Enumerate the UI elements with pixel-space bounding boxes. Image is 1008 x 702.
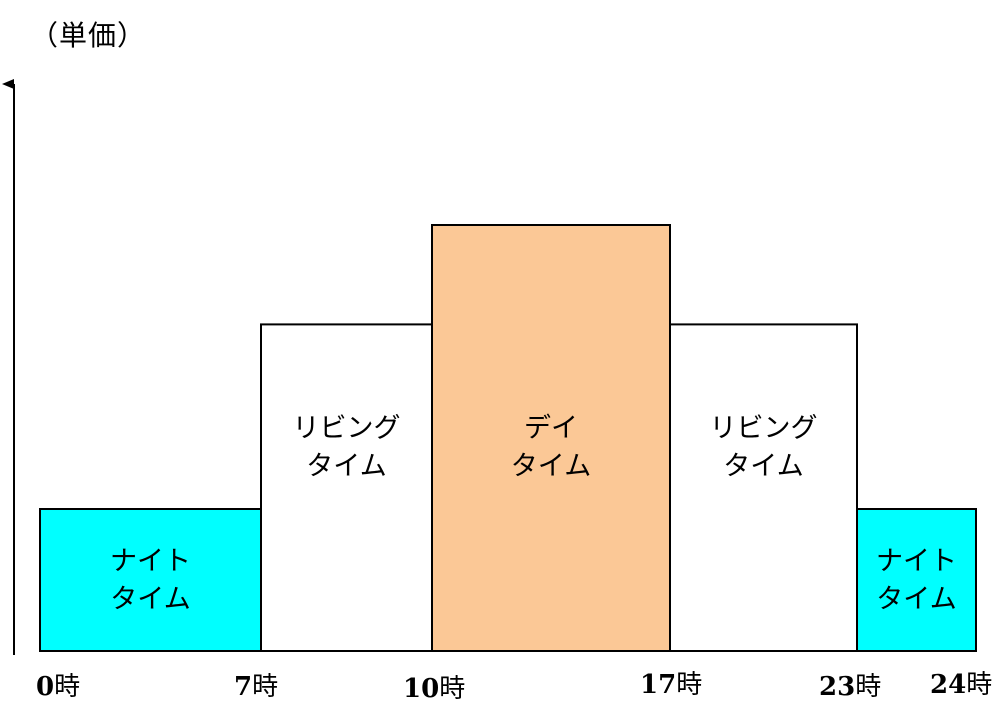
segment-label-0-line-1: タイム (110, 584, 190, 615)
bar-segment-4 (856, 508, 977, 652)
x-tick-24: 24時 (930, 670, 992, 700)
segment-label-2-line-1: タイム (511, 451, 591, 482)
x-tick-17: 17時 (640, 670, 702, 700)
x-tick-labels: 0時 7時 10時 17時 23時 24時 (36, 670, 992, 702)
segment-label-1-line-0: リビング (293, 413, 401, 444)
bar-segment-1 (260, 323, 433, 652)
x-tick-23: 23時 (819, 672, 881, 702)
x-tick-0: 0時 (36, 672, 80, 702)
segment-label-4-line-1: タイム (876, 584, 956, 615)
segment-label-2-line-0: デイ (524, 413, 578, 444)
segment-label-3-line-1: タイム (723, 451, 803, 482)
x-tick-7: 7時 (234, 672, 278, 702)
segment-label-3-line-0: リビング (710, 413, 818, 444)
bar-segment-2 (431, 224, 671, 652)
bar-segment-3 (669, 323, 858, 652)
bars (39, 224, 977, 652)
y-axis-label: （単価） (30, 19, 147, 52)
x-tick-10: 10時 (403, 674, 465, 702)
segment-label-0-line-0: ナイト (110, 546, 191, 577)
segment-label-4-line-0: ナイト (876, 546, 957, 577)
bar-segment-0 (39, 508, 262, 652)
segment-label-1-line-1: タイム (306, 451, 386, 482)
